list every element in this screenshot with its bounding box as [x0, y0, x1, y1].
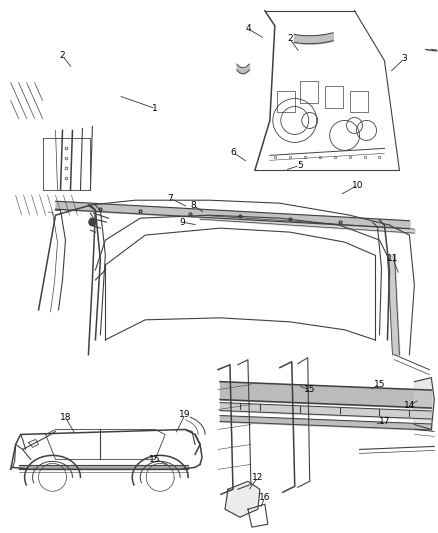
Polygon shape [414, 378, 434, 430]
Text: 7: 7 [167, 193, 173, 203]
Text: 3: 3 [402, 54, 407, 63]
Polygon shape [225, 481, 260, 517]
Text: 18: 18 [60, 413, 71, 422]
Text: 15: 15 [149, 455, 161, 464]
Text: 4: 4 [245, 25, 251, 33]
Text: 15: 15 [374, 380, 385, 389]
Text: 11: 11 [387, 254, 398, 263]
Text: 19: 19 [179, 410, 191, 419]
Text: 2: 2 [287, 34, 293, 43]
Text: 15: 15 [304, 385, 315, 394]
Text: 1: 1 [152, 104, 158, 113]
Text: 9: 9 [179, 217, 185, 227]
Text: 6: 6 [230, 148, 236, 157]
Text: 10: 10 [352, 181, 363, 190]
Text: 16: 16 [259, 493, 271, 502]
Text: 17: 17 [379, 417, 390, 426]
Text: 8: 8 [190, 201, 196, 209]
Text: 2: 2 [60, 51, 65, 60]
Text: 14: 14 [404, 401, 415, 410]
Text: 5: 5 [297, 161, 303, 170]
Text: 12: 12 [252, 473, 264, 482]
Circle shape [89, 219, 96, 225]
